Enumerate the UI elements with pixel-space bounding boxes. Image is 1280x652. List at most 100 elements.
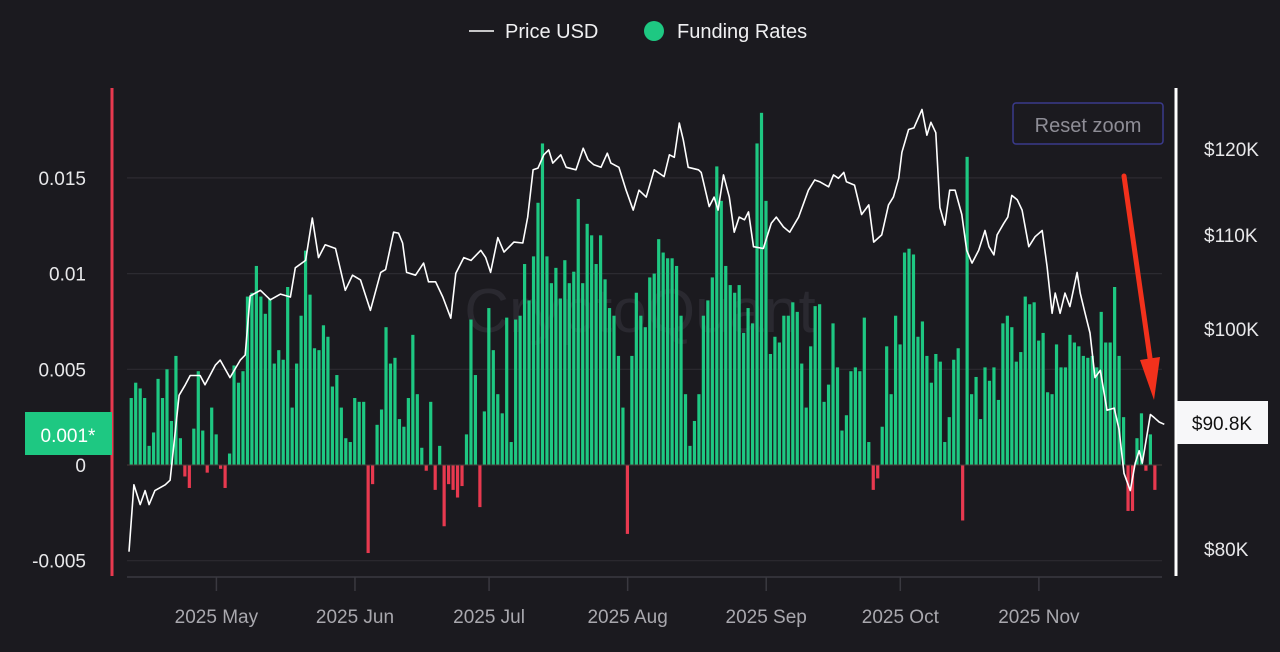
left-tick-label: 0.01 — [49, 265, 86, 286]
funding-bar-positive — [889, 394, 893, 465]
funding-bar-negative — [447, 465, 451, 485]
funding-bar-positive — [773, 336, 777, 465]
funding-bar-positive — [894, 315, 898, 465]
funding-bar-positive — [201, 430, 205, 465]
funding-bar-negative — [183, 465, 187, 477]
funding-bar-positive — [885, 346, 889, 465]
funding-bar-positive — [1032, 302, 1036, 465]
reset-zoom-label[interactable]: Reset zoom — [1035, 115, 1142, 137]
funding-bar-negative — [187, 465, 191, 488]
funding-bar-negative — [1144, 465, 1148, 471]
funding-bar-negative — [1126, 465, 1130, 511]
x-tick-label: 2025 Oct — [862, 607, 940, 628]
funding-bar-positive — [952, 359, 956, 465]
funding-bar-positive — [254, 265, 258, 465]
funding-bar-negative — [455, 465, 460, 498]
funding-bar-positive — [670, 258, 674, 465]
funding-bar-positive — [652, 273, 656, 465]
funding-bar-positive — [1086, 357, 1090, 465]
reset-zoom-button[interactable]: Reset zoom — [1012, 102, 1164, 145]
funding-bar-positive — [321, 325, 326, 465]
funding-bar-negative — [478, 465, 482, 508]
funding-bar-positive — [357, 401, 361, 465]
funding-bar-positive — [920, 321, 925, 465]
x-tick-label: 2025 Sep — [726, 607, 807, 628]
funding-bar-positive — [661, 252, 665, 465]
funding-bar-positive — [241, 371, 245, 465]
funding-bar-positive — [916, 336, 920, 465]
funding-bar-positive — [232, 365, 236, 465]
funding-bar-positive — [1139, 413, 1144, 465]
funding-bar-positive — [227, 453, 232, 465]
legend-price-label[interactable]: Price USD — [505, 21, 598, 43]
funding-bar-positive — [388, 363, 393, 465]
funding-bar-positive — [1148, 434, 1152, 465]
funding-bar-positive — [969, 394, 974, 465]
funding-bar-positive — [250, 292, 254, 465]
funding-bar-positive — [929, 382, 933, 465]
x-axis-ticks: 2025 May 2025 Jun 2025 Jul 2025 Aug 2025 Sep… — [175, 577, 1080, 628]
funding-bar-positive — [679, 315, 683, 465]
funding-bar-positive — [487, 308, 491, 465]
funding-bar-positive — [245, 296, 250, 465]
funding-bar-positive — [1095, 367, 1099, 465]
funding-bar-positive — [706, 300, 710, 465]
funding-bar-positive — [818, 304, 822, 465]
funding-bar-positive — [692, 420, 697, 465]
funding-bar-positive — [911, 254, 916, 465]
funding-bar-positive — [420, 447, 424, 465]
funding-bar-positive — [308, 294, 312, 465]
funding-bar-positive — [1010, 327, 1014, 465]
funding-bar-positive — [1113, 286, 1117, 465]
funding-bar-positive — [657, 239, 661, 465]
funding-bar-positive — [169, 420, 174, 465]
funding-bar-positive — [1014, 361, 1018, 465]
funding-bar-positive — [728, 285, 732, 465]
right-tick-label: $80K — [1204, 540, 1249, 561]
funding-bar-positive — [858, 371, 862, 465]
funding-bar-positive — [536, 202, 540, 466]
funding-bar-positive — [822, 401, 826, 465]
funding-bar-positive — [335, 375, 339, 465]
funding-bar-positive — [178, 438, 183, 465]
funding-bar-positive — [429, 401, 433, 465]
funding-bar-negative — [460, 465, 464, 487]
funding-bar-positive — [630, 355, 634, 465]
legend[interactable]: Price USD Funding Rates — [469, 21, 807, 43]
funding-bar-positive — [813, 306, 817, 465]
funding-bar-positive — [286, 286, 290, 465]
legend-funding-label[interactable]: Funding Rates — [677, 21, 807, 43]
funding-bar-positive — [174, 355, 178, 465]
funding-bar-positive — [406, 398, 410, 465]
funding-bar-positive — [1072, 342, 1077, 465]
funding-bar-positive — [844, 415, 849, 465]
current-funding-label: 0.001* — [25, 412, 112, 455]
x-tick-label: 2025 Aug — [587, 607, 667, 628]
funding-bar-positive — [992, 367, 996, 465]
funding-bar-positive — [192, 428, 196, 465]
funding-bar-positive — [549, 283, 554, 465]
funding-bar-positive — [393, 357, 397, 465]
funding-bar-positive — [925, 355, 929, 465]
funding-bar-positive — [379, 409, 384, 465]
funding-bar-positive — [326, 336, 330, 465]
x-tick-label: 2025 Nov — [998, 607, 1080, 628]
funding-bar-positive — [1023, 296, 1027, 465]
funding-bar-positive — [710, 277, 714, 465]
funding-bar-positive — [464, 434, 469, 465]
funding-bar-positive — [831, 323, 835, 465]
funding-bar-positive — [1001, 323, 1005, 465]
funding-bar-positive — [134, 382, 138, 465]
funding-bar-positive — [634, 292, 638, 465]
funding-bar-positive — [987, 380, 992, 465]
funding-bar-negative — [625, 465, 630, 534]
funding-bar-positive — [643, 327, 647, 465]
funding-bars — [129, 112, 1157, 554]
funding-bar-positive — [339, 407, 343, 465]
funding-bar-positive — [491, 350, 495, 465]
funding-bar-positive — [277, 350, 281, 465]
funding-bar-positive — [295, 363, 299, 465]
funding-bar-positive — [612, 315, 616, 465]
funding-bar-positive — [947, 417, 951, 465]
